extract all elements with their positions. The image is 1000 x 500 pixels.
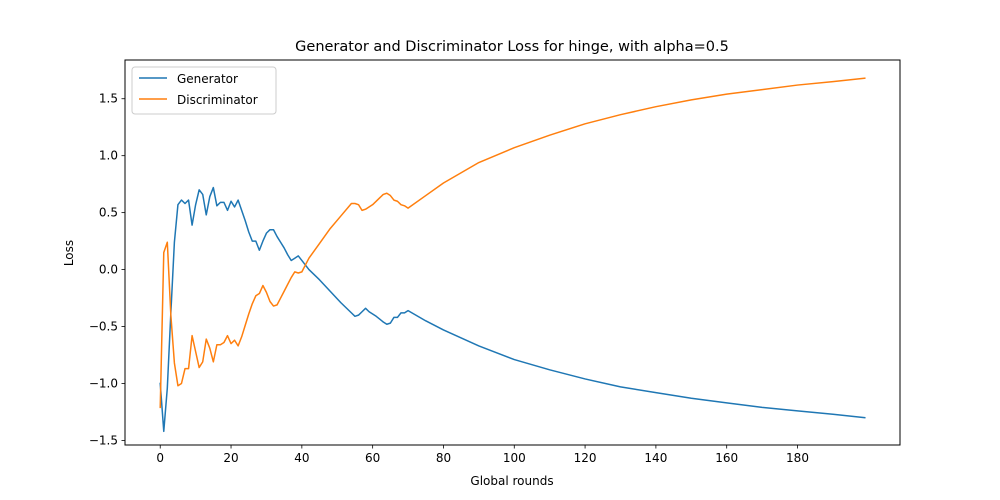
legend-label-generator: Generator — [177, 72, 238, 86]
chart-title: Generator and Discriminator Loss for hin… — [295, 39, 729, 55]
series-line-generator — [159, 186, 866, 433]
series-line-discriminator — [159, 77, 866, 409]
x-tick-label: 140 — [644, 451, 667, 465]
axes-frame — [124, 59, 901, 446]
y-axis-ticks: −1.5 −1.0 −0.5 0.0 0.5 1.0 1.5 — [89, 92, 125, 447]
legend-label-discriminator: Discriminator — [177, 93, 258, 107]
y-tick-label: 1.5 — [99, 92, 118, 106]
y-tick-label: 0.5 — [99, 206, 118, 220]
y-tick-label: −1.5 — [89, 433, 118, 447]
plot-area: 0 20 40 60 80 100 120 140 160 180 −1.5 −1.0 −0.5 0.0… — [89, 59, 901, 465]
x-tick-label: 160 — [715, 451, 738, 465]
series-group — [159, 77, 866, 433]
x-tick-label: 0 — [156, 451, 164, 465]
y-tick-label: 0.0 — [99, 263, 118, 277]
x-tick-label: 180 — [786, 451, 809, 465]
y-tick-label: −0.5 — [89, 320, 118, 334]
x-tick-label: 60 — [365, 451, 380, 465]
y-tick-label: −1.0 — [89, 376, 118, 390]
legend: Generator Discriminator — [131, 66, 277, 115]
y-axis-label: Loss — [62, 240, 76, 266]
x-tick-label: 40 — [294, 451, 309, 465]
x-axis-ticks: 0 20 40 60 80 100 120 140 160 180 — [156, 445, 809, 465]
legend-box — [131, 66, 277, 115]
x-axis-label: Global rounds — [470, 474, 553, 488]
x-tick-label: 100 — [503, 451, 526, 465]
x-tick-label: 120 — [574, 451, 597, 465]
x-tick-label: 80 — [436, 451, 451, 465]
x-tick-label: 20 — [223, 451, 238, 465]
y-tick-label: 1.0 — [99, 149, 118, 163]
